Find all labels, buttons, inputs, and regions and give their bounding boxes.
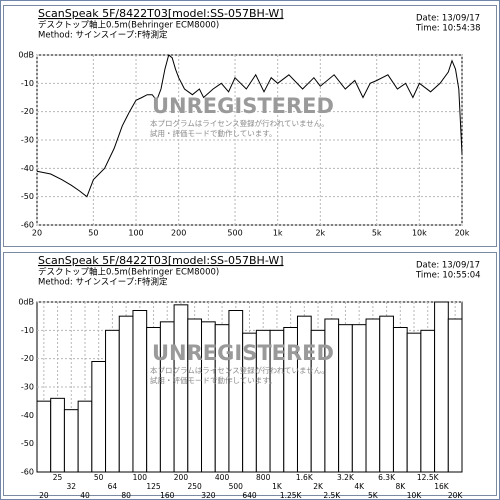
y-tick-label: -60 <box>21 468 34 477</box>
y-tick-label: 0dB <box>18 298 34 307</box>
bar <box>91 361 107 473</box>
y-tick-label: -30 <box>21 383 34 392</box>
watermark-note: 本プログラムはライセンス登録が行われていません。 <box>150 365 329 375</box>
bar <box>296 315 312 473</box>
x-tick-label: 200 <box>171 229 186 238</box>
x-tick-label: 100 <box>128 229 143 238</box>
y-tick-label: -40 <box>21 164 34 173</box>
bar <box>228 310 244 473</box>
x-tick-label: 20k <box>455 229 470 238</box>
y-tick-label: -10 <box>21 79 34 88</box>
x-tick-label: 10k <box>412 229 427 238</box>
bar <box>434 301 449 473</box>
x-tick-label: 2K <box>313 482 324 491</box>
watermark-note: 試用・評価モードで動作しています。 <box>150 375 277 385</box>
y-tick-label: 0dB <box>18 51 34 60</box>
y-tick-label: -50 <box>21 192 34 201</box>
x-tick-label: 64 <box>108 482 118 491</box>
x-tick-label: 1K <box>272 482 283 491</box>
bar <box>77 400 93 473</box>
y-tick-label: -50 <box>21 439 34 448</box>
title: ScanSpeak 5F/8422T03[model:SS-057BH-W] <box>38 7 284 20</box>
watermark: UNREGISTERED <box>152 341 334 365</box>
x-tick-label: 250 <box>187 482 202 491</box>
bar <box>105 329 120 473</box>
x-tick-label: 500 <box>229 482 244 491</box>
bar <box>173 304 189 473</box>
watermark-note: 本プログラムはライセンス登録が行われていません。 <box>150 118 329 128</box>
x-tick-label: 50 <box>94 473 104 482</box>
method: Method: サインスイープ:F特測定 <box>38 277 168 288</box>
x-tick-label: 640 <box>242 491 257 500</box>
bar <box>447 318 463 473</box>
bar <box>406 332 422 473</box>
x-tick-label: 5K <box>368 491 379 500</box>
x-tick-label: 2.5K <box>323 491 341 500</box>
time: Time: 10:55:04 <box>415 271 481 281</box>
x-tick-label: 4K <box>354 482 365 491</box>
x-tick-label: 1k <box>273 229 283 238</box>
x-tick-label: 200 <box>174 473 189 482</box>
y-tick-label: -10 <box>21 326 34 335</box>
x-tick-label: 1.6K <box>296 473 314 482</box>
x-tick-label: 2k <box>315 229 325 238</box>
x-tick-label: 25 <box>53 473 63 482</box>
time: Time: 10:54:38 <box>415 24 481 34</box>
bar <box>338 324 353 473</box>
bar <box>379 315 394 473</box>
x-tick-label: 12.5K <box>417 473 440 482</box>
x-tick-label: 3.2K <box>337 473 355 482</box>
bar <box>36 400 52 473</box>
x-tick-label: 16K <box>434 482 450 491</box>
x-tick-label: 320 <box>201 491 216 500</box>
title: ScanSpeak 5F/8422T03[model:SS-057BH-W] <box>38 254 284 267</box>
watermark-note: 試用・評価モードで動作しています。 <box>150 128 277 138</box>
bar <box>365 318 381 473</box>
x-tick-label: 125 <box>146 482 161 491</box>
date: Date: 13/09/17 <box>416 14 480 24</box>
x-tick-label: 5k <box>372 229 382 238</box>
x-tick-label: 160 <box>160 491 175 500</box>
bar <box>392 327 408 473</box>
x-tick-label: 6.3K <box>378 473 396 482</box>
x-tick-label: 50 <box>88 229 98 238</box>
bar <box>50 397 65 473</box>
date: Date: 13/09/17 <box>416 261 480 271</box>
subtitle: デスクトップ軸上0.5m(Behringer ECM8000) <box>38 20 219 31</box>
x-tick-label: 40 <box>80 491 90 500</box>
response-line <box>36 54 463 198</box>
y-tick-label: -30 <box>21 136 34 145</box>
bar <box>420 329 436 473</box>
x-tick-label: 400 <box>215 473 230 482</box>
bar <box>118 315 134 473</box>
y-tick-label: -20 <box>21 354 34 363</box>
x-tick-label: 20 <box>32 229 42 238</box>
bar <box>351 324 367 473</box>
watermark: UNREGISTERED <box>152 94 334 118</box>
y-tick-label: -60 <box>21 221 34 230</box>
x-tick-label: 800 <box>256 473 271 482</box>
bar <box>132 310 148 473</box>
subtitle: デスクトップ軸上0.5m(Behringer ECM8000) <box>38 267 219 278</box>
x-tick-label: 80 <box>121 491 131 500</box>
x-tick-label: 500 <box>227 229 242 238</box>
y-tick-label: -20 <box>21 107 34 116</box>
x-tick-label: 20 <box>39 491 49 500</box>
x-tick-label: 32 <box>67 482 77 491</box>
x-tick-label: 100 <box>133 473 148 482</box>
x-tick-label: 10K <box>407 491 423 500</box>
method: Method: サインスイープ:F特測定 <box>38 30 168 41</box>
bar <box>63 409 79 473</box>
x-tick-label: 20K <box>448 491 464 500</box>
y-tick-label: -40 <box>21 411 34 420</box>
x-tick-label: 1.25K <box>280 491 303 500</box>
x-tick-label: 8K <box>395 482 406 491</box>
